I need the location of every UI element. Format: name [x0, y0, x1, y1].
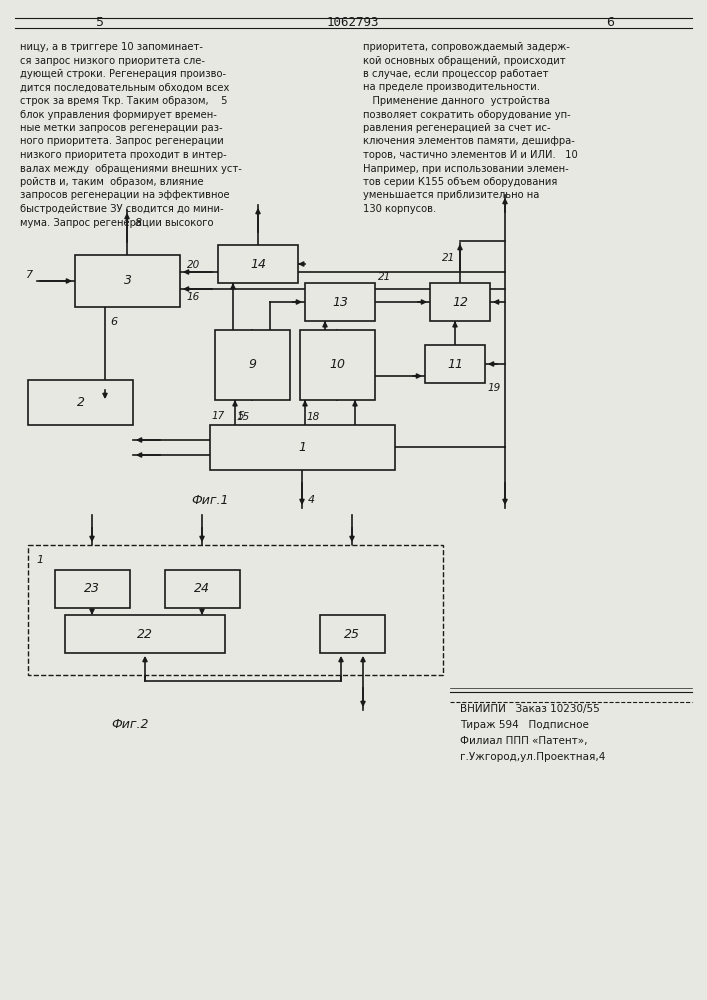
- Text: 1: 1: [298, 441, 307, 454]
- Text: ВНИИПИ   Заказ 10230/55: ВНИИПИ Заказ 10230/55: [460, 704, 600, 714]
- Text: 25: 25: [344, 628, 360, 641]
- Bar: [305, 283, 375, 321]
- Bar: [425, 345, 485, 383]
- Text: 15: 15: [237, 412, 250, 422]
- Text: ройств и, таким  образом, влияние: ройств и, таким образом, влияние: [20, 177, 204, 187]
- Text: 17: 17: [212, 411, 226, 421]
- Text: 5: 5: [238, 411, 245, 421]
- Text: позволяет сократить оборудование уп-: позволяет сократить оборудование уп-: [363, 109, 571, 119]
- Text: 8: 8: [135, 218, 142, 228]
- Text: кой основных обращений, происходит: кой основных обращений, происходит: [363, 55, 566, 66]
- Bar: [28, 545, 443, 675]
- Text: 3: 3: [124, 274, 132, 288]
- Bar: [75, 255, 180, 307]
- Text: 21: 21: [442, 253, 455, 263]
- Text: Филиал ППП «Патент»,: Филиал ППП «Патент»,: [460, 736, 588, 746]
- Text: валах между  обращениями внешних уст-: валах между обращениями внешних уст-: [20, 163, 242, 174]
- Text: торов, частично элементов И и ИЛИ.   10: торов, частично элементов И и ИЛИ. 10: [363, 150, 578, 160]
- Bar: [210, 425, 395, 470]
- Bar: [28, 380, 133, 425]
- Bar: [215, 330, 290, 400]
- Text: дующей строки. Регенерация произво-: дующей строки. Регенерация произво-: [20, 69, 226, 79]
- Text: ницу, а в триггере 10 запоминает-: ницу, а в триггере 10 запоминает-: [20, 42, 203, 52]
- Bar: [300, 330, 375, 400]
- Text: запросов регенерации на эффективное: запросов регенерации на эффективное: [20, 190, 230, 200]
- Text: 2: 2: [76, 396, 85, 409]
- Text: уменьшается приблизительно на: уменьшается приблизительно на: [363, 190, 539, 200]
- Bar: [218, 245, 298, 283]
- Text: 4: 4: [308, 495, 315, 505]
- Text: быстродействие ЗУ сводится до мини-: быстродействие ЗУ сводится до мини-: [20, 204, 223, 214]
- Text: 130 корпусов.: 130 корпусов.: [363, 204, 436, 214]
- Text: 1062793: 1062793: [327, 16, 379, 29]
- Text: строк за время Tкр. Таким образом,    5: строк за время Tкр. Таким образом, 5: [20, 96, 228, 106]
- Text: 6: 6: [110, 317, 117, 327]
- Text: ные метки запросов регенерации раз-: ные метки запросов регенерации раз-: [20, 123, 223, 133]
- Text: 24: 24: [194, 582, 210, 595]
- Text: приоритета, сопровождаемый задерж-: приоритета, сопровождаемый задерж-: [363, 42, 570, 52]
- Text: на пределе производительности.: на пределе производительности.: [363, 83, 540, 93]
- Text: 1: 1: [36, 555, 43, 565]
- Bar: [320, 615, 385, 653]
- Text: 11: 11: [447, 358, 463, 370]
- Text: 12: 12: [452, 296, 468, 308]
- Text: тов серии К155 объем оборудования: тов серии К155 объем оборудования: [363, 177, 557, 187]
- Text: 23: 23: [84, 582, 100, 595]
- Text: Применение данного  устройства: Применение данного устройства: [363, 96, 550, 106]
- Text: Фиг.1: Фиг.1: [192, 493, 229, 506]
- Text: Тираж 594   Подписное: Тираж 594 Подписное: [460, 720, 589, 730]
- Text: 6: 6: [606, 16, 614, 29]
- Text: 20: 20: [187, 260, 200, 270]
- Text: 14: 14: [250, 257, 266, 270]
- Text: 13: 13: [332, 296, 348, 308]
- Text: ного приоритета. Запрос регенерации: ного приоритета. Запрос регенерации: [20, 136, 223, 146]
- Bar: [430, 283, 490, 321]
- Bar: [55, 570, 130, 608]
- Text: ся запрос низкого приоритета сле-: ся запрос низкого приоритета сле-: [20, 55, 205, 66]
- Text: 19: 19: [488, 383, 501, 393]
- Text: 21: 21: [378, 272, 391, 282]
- Text: мума. Запрос регенерации высокого: мума. Запрос регенерации высокого: [20, 218, 214, 228]
- Text: Фиг.2: Фиг.2: [111, 718, 148, 732]
- Text: в случае, если процессор работает: в случае, если процессор работает: [363, 69, 549, 79]
- Text: 10: 10: [329, 359, 346, 371]
- Text: г.Ужгород,ул.Проектная,4: г.Ужгород,ул.Проектная,4: [460, 752, 605, 762]
- Text: Например, при использовании элемен-: Например, при использовании элемен-: [363, 163, 568, 174]
- Bar: [65, 615, 225, 653]
- Text: дится последовательным обходом всех: дится последовательным обходом всех: [20, 83, 229, 93]
- Text: 18: 18: [307, 412, 320, 422]
- Text: 5: 5: [96, 16, 104, 29]
- Bar: [165, 570, 240, 608]
- Text: равления регенерацией за счет ис-: равления регенерацией за счет ис-: [363, 123, 551, 133]
- Text: 7: 7: [26, 270, 33, 280]
- Text: 9: 9: [248, 359, 257, 371]
- Text: блок управления формирует времен-: блок управления формирует времен-: [20, 109, 217, 119]
- Text: низкого приоритета проходит в интер-: низкого приоритета проходит в интер-: [20, 150, 227, 160]
- Text: 22: 22: [137, 628, 153, 641]
- Text: 16: 16: [187, 292, 200, 302]
- Text: ключения элементов памяти, дешифра-: ключения элементов памяти, дешифра-: [363, 136, 575, 146]
